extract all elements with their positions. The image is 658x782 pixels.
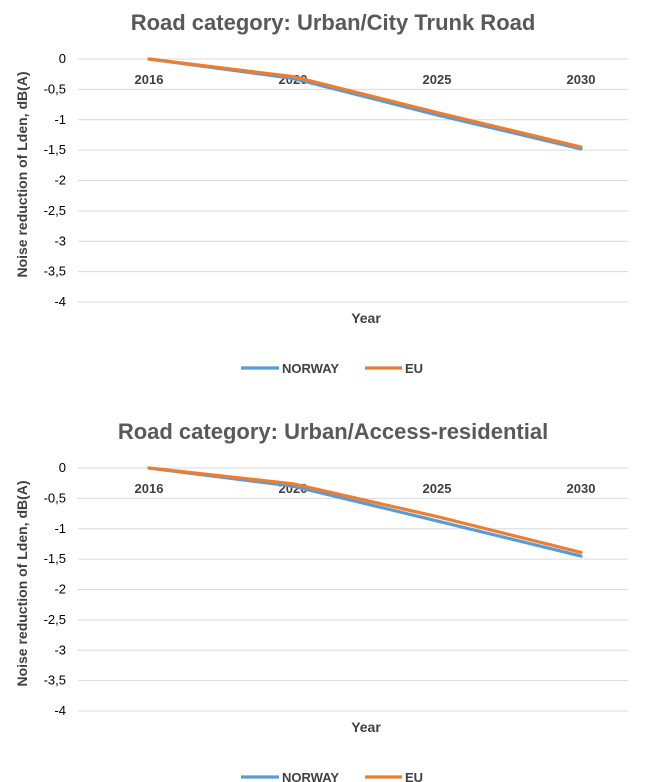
x-category-label: 2030 bbox=[567, 481, 596, 496]
data-point-eu bbox=[147, 57, 151, 61]
y-tick-label: -3,5 bbox=[44, 264, 66, 279]
data-point-eu bbox=[291, 482, 295, 485]
x-category-label: 2025 bbox=[423, 72, 452, 87]
y-tick-label: 0 bbox=[59, 460, 66, 475]
y-tick-label: -1 bbox=[54, 521, 66, 536]
x-category-label: 2016 bbox=[135, 481, 164, 496]
x-category-label: 2016 bbox=[135, 72, 164, 87]
y-tick-label: -0,5 bbox=[44, 490, 66, 505]
y-tick-label: 0 bbox=[59, 51, 66, 66]
series-line-eu bbox=[147, 466, 583, 555]
x-category-label: 2025 bbox=[423, 481, 452, 496]
data-point-norway bbox=[435, 519, 439, 523]
legend-label-norway: NORWAY bbox=[282, 361, 339, 376]
legend-label-norway: NORWAY bbox=[282, 770, 339, 782]
data-point-eu bbox=[435, 111, 439, 114]
y-tick-label: -1 bbox=[54, 112, 66, 127]
y-tick-label: -3 bbox=[54, 233, 66, 248]
series-line-norway bbox=[147, 57, 583, 151]
y-tick-label: -1,5 bbox=[44, 551, 66, 566]
x-axis-title: Year bbox=[351, 310, 381, 326]
x-category-label: 2030 bbox=[567, 72, 596, 87]
data-point-eu bbox=[579, 145, 583, 149]
data-point-eu bbox=[579, 551, 583, 554]
data-point-eu bbox=[291, 75, 295, 78]
y-tick-label: -0,5 bbox=[44, 81, 66, 96]
chart-title: Road category: Urban/Access-residential bbox=[118, 419, 548, 444]
series-line-eu bbox=[147, 57, 583, 149]
y-tick-label: -1,5 bbox=[44, 142, 66, 157]
y-tick-label: -2 bbox=[54, 173, 66, 188]
y-tick-label: -3 bbox=[54, 642, 66, 657]
chart-title: Road category: Urban/City Trunk Road bbox=[131, 10, 536, 35]
y-tick-label: -4 bbox=[54, 294, 66, 309]
y-tick-label: -3,5 bbox=[44, 673, 66, 688]
data-point-norway bbox=[579, 554, 583, 558]
data-point-norway bbox=[435, 113, 439, 117]
y-tick-label: -2,5 bbox=[44, 612, 66, 627]
legend-label-eu: EU bbox=[405, 770, 423, 782]
y-tick-label: -2,5 bbox=[44, 203, 66, 218]
series-line-norway bbox=[147, 466, 583, 558]
y-tick-label: -4 bbox=[54, 703, 66, 718]
y-axis-title: Noise reduction of Lden, dB(A) bbox=[14, 480, 30, 686]
data-point-eu bbox=[435, 515, 439, 518]
data-point-eu bbox=[147, 466, 151, 470]
x-axis-title: Year bbox=[351, 719, 381, 735]
legend-label-eu: EU bbox=[405, 361, 423, 376]
y-tick-label: -2 bbox=[54, 582, 66, 597]
y-axis-title: Noise reduction of Lden, dB(A) bbox=[14, 71, 30, 277]
data-point-norway bbox=[291, 485, 295, 488]
